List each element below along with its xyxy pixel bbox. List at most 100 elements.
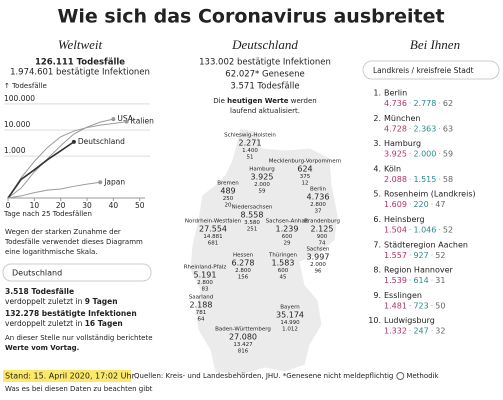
footnote: An dieser Stelle nur vollständig bericht…	[5, 334, 153, 342]
district-figures-part: 2.000	[413, 149, 436, 158]
section-heading: Bei Ihnen	[410, 37, 460, 52]
district-figures-part: 2.088	[384, 174, 407, 183]
state-infections: 1.583	[272, 259, 295, 268]
search-placeholder[interactable]: Landkreis / kreisfreie Stadt	[373, 66, 474, 75]
district-name: Esslingen	[384, 291, 422, 300]
sources-line2: Was es bei diesen Daten zu beachten gibt	[5, 385, 153, 393]
district-figures-part: 50	[435, 301, 445, 310]
state-recovered: 2.800	[310, 202, 326, 208]
district-figures-part: ·	[438, 124, 441, 133]
infections-doubling-part: verdoppelt zuletzt in	[5, 319, 85, 328]
rank: 5.	[373, 190, 381, 199]
state-deaths: 816	[238, 349, 249, 355]
state-infections: 27.554	[199, 225, 227, 234]
sources: Quellen: Kreis- und Landesbehörden, JHU.…	[134, 372, 393, 380]
district-figures: 1.332 · 247 · 32	[384, 326, 445, 335]
state-name: Hamburg	[249, 167, 275, 173]
series-end-dot	[111, 117, 116, 122]
district-figures: 1.504 · 1.046 · 52	[384, 225, 453, 234]
district-figures-part: ·	[409, 301, 412, 310]
district-figures-part: ·	[409, 174, 412, 183]
state-recovered: 2.800	[197, 280, 213, 286]
state-name: Baden-Württemberg	[215, 327, 271, 333]
district-figures-part: ·	[431, 276, 434, 285]
state-name: Thüringen	[268, 253, 297, 259]
state-infections: 2.188	[190, 301, 213, 310]
district-figures-part: 47	[435, 200, 445, 209]
state-recovered: 14.881	[203, 234, 222, 240]
district-figures-part: ·	[431, 301, 434, 310]
state-name: Schleswig-Holstein	[224, 133, 276, 139]
deaths-doubling: verdoppelt zuletzt in 9 Tagen	[5, 297, 118, 306]
methodik-link[interactable]: Methodik	[406, 372, 439, 380]
district-name: Köln	[384, 164, 401, 173]
district-figures-part: 59	[443, 149, 453, 158]
state-name: Hessen	[233, 253, 254, 259]
y-tick-label: 1.000	[4, 146, 26, 155]
deaths-doubling-part: verdoppelt zuletzt in	[5, 297, 85, 306]
series-line	[7, 181, 101, 199]
state-recovered: 14.990	[280, 320, 300, 326]
x-tick-label: 30	[82, 201, 92, 210]
info-icon[interactable]	[396, 372, 405, 380]
update-note-part: heutigen Werte	[227, 97, 289, 105]
germany-map	[189, 127, 339, 376]
district-figures-part: 52	[435, 250, 445, 259]
state-name: Sachsen	[306, 247, 330, 253]
district-figures-part: 247	[413, 326, 428, 335]
state-name: Sachsen-Anhalt	[266, 219, 310, 225]
state-recovered: 1.400	[242, 148, 258, 154]
district-figures-part: 58	[443, 174, 453, 183]
district-figures-part: 1.481	[384, 301, 407, 310]
district-name: Region Hannover	[384, 266, 454, 275]
update-note: laufend aktualisiert.	[230, 107, 300, 115]
district-figures-part: 52	[443, 225, 453, 234]
series-end-dot	[98, 180, 103, 185]
state-infections: 5.191	[194, 271, 217, 280]
district-figures-part: ·	[409, 225, 412, 234]
district-figures-part: ·	[438, 99, 441, 108]
district-figures-part: 1.504	[384, 225, 407, 234]
state-recovered: 781	[196, 310, 207, 316]
selector-text[interactable]: Deutschland	[12, 269, 62, 278]
infections-doubling: verdoppelt zuletzt in 16 Tagen	[5, 319, 123, 328]
state-name: Bremen	[217, 181, 239, 187]
district-figures: 1.557 · 927 · 52	[384, 250, 445, 259]
search-box[interactable]	[362, 60, 500, 80]
state-deaths: 45	[280, 275, 287, 281]
district-figures-part: ·	[409, 276, 412, 285]
series-label: USA	[117, 114, 133, 123]
state-recovered: 13.427	[233, 342, 253, 348]
district-figures-part: 1.515	[413, 174, 436, 183]
state-deaths: 251	[247, 227, 258, 233]
state-deaths: 20	[225, 203, 232, 209]
district-figures: 1.539 · 614 · 31	[384, 276, 445, 285]
rank: 4.	[373, 164, 381, 173]
rank: 9.	[373, 291, 381, 300]
district-figures-part: 1.046	[413, 225, 436, 234]
district-figures-part: 2.363	[413, 124, 436, 133]
state-recovered: 600	[278, 268, 289, 274]
district-figures-part: 4.736	[384, 99, 407, 108]
state-name: Mecklenburg-Vorpommern	[269, 159, 342, 165]
district-name: Rosenheim (Landkreis)	[384, 190, 476, 199]
state-deaths: 96	[315, 269, 322, 275]
selector-box[interactable]	[2, 263, 152, 282]
x-tick-label: 50	[135, 201, 145, 210]
state-infections: 6.278	[232, 259, 255, 268]
de-recovered: 62.027* Genesene	[225, 70, 304, 80]
district-figures-part: 62	[443, 99, 453, 108]
state-name: Saarland	[189, 295, 213, 301]
district-name: München	[384, 114, 421, 123]
state-recovered: 3.580	[244, 220, 260, 226]
stand-highlight	[3, 370, 131, 382]
state-infections: 1.239	[276, 225, 299, 234]
district-figures-part: ·	[409, 200, 412, 209]
district-figures-part: 3.925	[384, 149, 407, 158]
update-note-part: werden	[289, 97, 317, 105]
state-infections: 489	[220, 187, 235, 196]
footnote: Werte vom Vortag.	[5, 344, 79, 352]
x-tick-label: 20	[56, 201, 66, 210]
